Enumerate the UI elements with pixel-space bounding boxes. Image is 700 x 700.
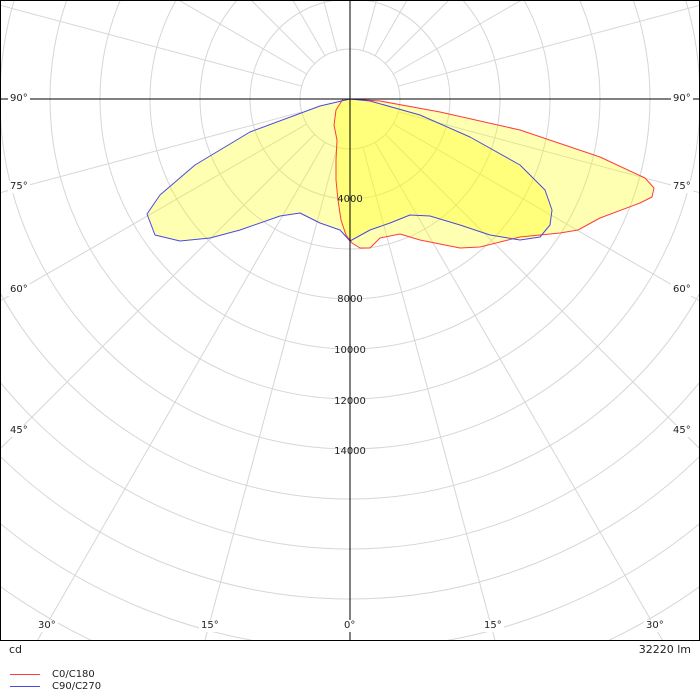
intensity-curves: [146, 98, 655, 249]
angle-label-right-45: 45°: [671, 425, 693, 437]
luminous-flux-label: 32220 lm: [638, 643, 691, 656]
angle-label-left-45: 45°: [8, 425, 30, 437]
radial-label-10000: 10000: [334, 345, 366, 356]
angle-label-bottom-15-right: 15°: [482, 620, 504, 632]
angle-label-right-90: 90°: [671, 93, 693, 105]
radial-label-12000: 12000: [334, 396, 366, 407]
angle-label-right-60: 60°: [671, 284, 693, 296]
radial-label-4000: 4000: [337, 194, 363, 205]
angle-label-bottom-15-left: 15°: [199, 620, 221, 632]
radial-label-8000: 8000: [337, 294, 363, 305]
radial-label-14000: 14000: [334, 446, 366, 457]
legend-item-c90-c270: C90/C270: [10, 681, 101, 693]
unit-label-cd: cd: [9, 643, 23, 656]
angle-label-left-90: 90°: [8, 93, 30, 105]
angle-label-left-60: 60°: [8, 284, 30, 296]
angle-label-bottom-0: 0°: [342, 620, 358, 632]
angle-label-bottom-30-left: 30°: [36, 620, 58, 632]
legend-item-c0-c180: C0/C180: [10, 669, 95, 681]
angle-label-right-75: 75°: [671, 181, 693, 193]
legend-label: C0/C180: [52, 669, 95, 680]
legend-swatch-red: [10, 673, 40, 675]
angle-label-bottom-30-right: 30°: [644, 620, 666, 632]
polar-plot-area: 4000 8000 10000 12000 14000 90° 75° 60° …: [0, 0, 700, 641]
legend-swatch-blue: [10, 685, 40, 687]
curve-c0-c180: [333, 98, 655, 249]
curve-c90-c270: [146, 98, 553, 242]
angle-label-left-75: 75°: [8, 181, 30, 193]
polar-chart-svg: [0, 0, 700, 641]
legend-label: C90/C270: [52, 681, 102, 692]
